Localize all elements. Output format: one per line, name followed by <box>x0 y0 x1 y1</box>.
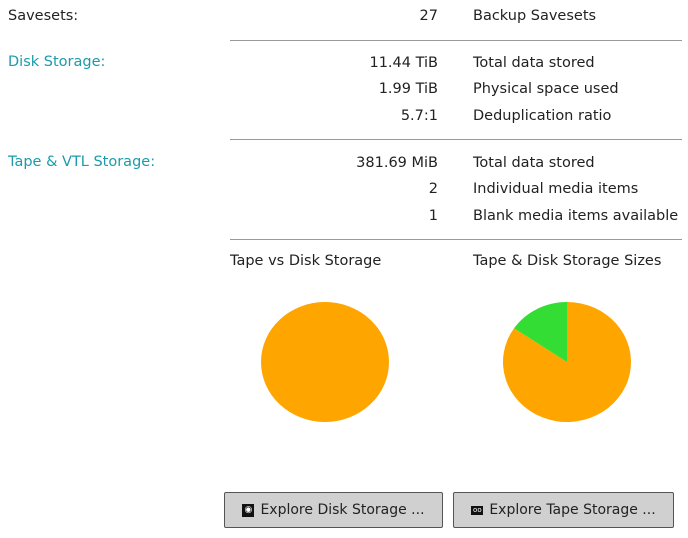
disk-desc: Total data stored <box>473 55 595 71</box>
tape-desc: Individual media items <box>473 181 639 197</box>
tape-storage-label: Tape & VTL Storage: <box>8 154 156 170</box>
button-label: Explore Tape Storage ... <box>489 502 656 518</box>
chart-title: Tape & Disk Storage Sizes <box>473 253 662 269</box>
savesets-value: 27 <box>419 8 438 24</box>
tape-icon: oo <box>471 505 484 515</box>
pie-slice <box>261 302 389 422</box>
tape-value: 381.69 MiB <box>356 155 438 171</box>
button-label: Explore Disk Storage ... <box>260 502 425 518</box>
tape-desc: Blank media items available <box>473 208 679 224</box>
disk-storage-label: Disk Storage: <box>8 54 106 70</box>
disk-value: 11.44 TiB <box>369 55 438 71</box>
tape-value: 2 <box>428 181 438 197</box>
tape-desc: Total data stored <box>473 155 595 171</box>
savesets-desc: Backup Savesets <box>473 8 597 24</box>
divider <box>230 40 682 41</box>
disk-desc: Deduplication ratio <box>473 108 612 124</box>
disk-value: 1.99 TiB <box>378 81 438 97</box>
storage-sizes-pie <box>503 302 631 422</box>
disk-value: 5.7:1 <box>400 108 438 124</box>
tape-vs-disk-pie <box>261 302 389 422</box>
divider <box>230 139 682 140</box>
divider <box>230 239 682 240</box>
tape-value: 1 <box>428 208 438 224</box>
hard-disk-icon: ◉ <box>242 503 255 517</box>
chart-title: Tape vs Disk Storage <box>230 253 382 269</box>
pie-slice <box>514 302 567 362</box>
explore-tape-storage-button[interactable]: oo Explore Tape Storage ... <box>453 492 674 528</box>
explore-disk-storage-button[interactable]: ◉ Explore Disk Storage ... <box>224 492 443 528</box>
disk-desc: Physical space used <box>473 81 619 97</box>
savesets-label: Savesets: <box>8 8 79 24</box>
